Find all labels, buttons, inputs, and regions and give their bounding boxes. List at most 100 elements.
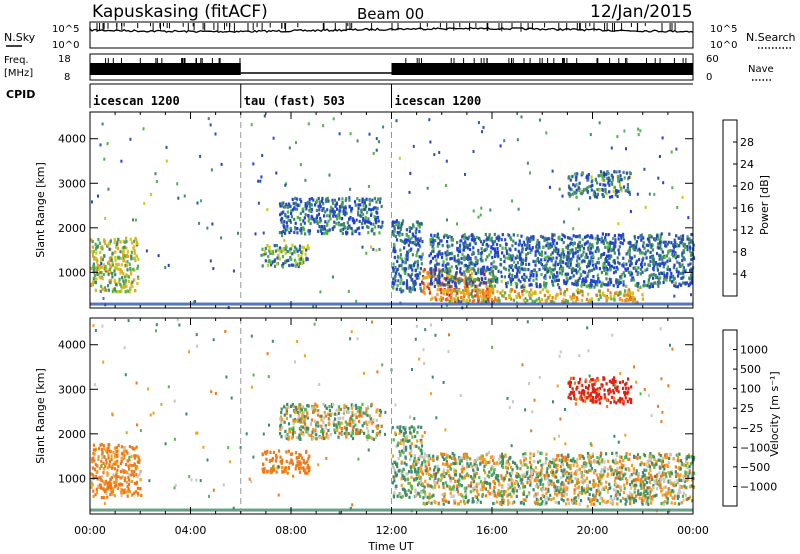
scatter-cell: [665, 244, 668, 248]
scatter-cell: [338, 216, 341, 220]
scatter-cell: [659, 254, 662, 258]
scatter-cell: [309, 422, 313, 427]
scatter-cell: [582, 481, 585, 485]
scatter-cell: [601, 232, 604, 236]
scatter-cell: [623, 293, 626, 298]
noise-cell: [530, 283, 533, 287]
scatter-cell: [268, 245, 271, 249]
scatter-cell: [109, 271, 112, 275]
scatter-cell: [391, 224, 394, 228]
scatter-cell: [115, 242, 118, 246]
scatter-cell: [413, 464, 416, 468]
scatter-cell: [515, 266, 518, 270]
scatter-cell: [591, 183, 594, 188]
scatter-cell: [456, 266, 459, 270]
scatter-cell: [400, 460, 403, 464]
scatter-cell: [580, 244, 584, 248]
scatter-cell: [109, 281, 112, 285]
scatter-cell: [535, 298, 538, 302]
scatter-cell: [605, 283, 608, 287]
scatter-cell: [482, 280, 486, 285]
scatter-cell: [686, 244, 689, 249]
scatter-cell: [618, 182, 622, 186]
scatter-cell: [539, 459, 542, 463]
scatter-cell: [409, 431, 412, 435]
scatter-cell: [397, 441, 400, 445]
scatter-cell: [121, 475, 124, 479]
scatter-cell: [445, 289, 448, 293]
scatter-cell: [262, 253, 265, 257]
scatter-cell: [369, 199, 372, 203]
scatter-cell: [296, 215, 299, 219]
scatter-cell: [106, 244, 109, 248]
scatter-cell: [557, 248, 560, 252]
noise-cell: [97, 194, 99, 198]
scatter-cell: [520, 234, 523, 238]
scatter-cell: [464, 288, 467, 292]
scatter-cell: [437, 485, 440, 489]
scatter-cell: [615, 189, 618, 193]
scatter-cell: [501, 498, 504, 502]
scatter-cell: [352, 425, 355, 429]
scatter-cell: [514, 281, 517, 286]
scatter-cell: [454, 479, 457, 483]
scatter-cell: [360, 429, 363, 433]
scatter-cell: [115, 245, 118, 249]
scatter-cell: [477, 498, 480, 502]
scatter-cell: [100, 256, 103, 260]
scatter-cell: [438, 272, 441, 277]
scatter-cell: [629, 273, 632, 277]
scatter-cell: [102, 444, 105, 448]
scatter-cell: [665, 456, 669, 460]
scatter-cell: [589, 463, 592, 467]
scatter-cell: [622, 271, 625, 275]
scatter-cell: [116, 247, 119, 251]
scatter-cell: [270, 261, 274, 265]
scatter-cell: [534, 250, 537, 254]
scatter-cell: [610, 241, 613, 245]
scatter-cell: [366, 210, 369, 215]
scatter-cell: [279, 427, 282, 431]
scatter-cell: [325, 432, 328, 436]
scatter-cell: [466, 284, 469, 288]
scatter-cell: [649, 234, 652, 238]
scatter-cell: [537, 296, 541, 301]
scatter-cell: [414, 240, 417, 244]
scatter-cell: [502, 266, 506, 270]
scatter-cell: [534, 260, 537, 264]
scatter-cell: [520, 259, 523, 264]
scatter-cell: [474, 284, 477, 288]
scatter-cell: [333, 198, 337, 202]
power-data: [90, 112, 696, 310]
scatter-cell: [586, 240, 589, 244]
scatter-cell: [559, 258, 562, 262]
scatter-cell: [296, 249, 299, 253]
scatter-cell: [579, 248, 582, 252]
scatter-cell: [362, 212, 365, 217]
scatter-cell: [458, 249, 461, 254]
scatter-cell: [104, 488, 107, 492]
scatter-cell: [291, 197, 294, 201]
scatter-cell: [275, 456, 278, 460]
scatter-cell: [298, 433, 301, 437]
scatter-cell: [400, 471, 403, 475]
scatter-cell: [351, 229, 354, 233]
scatter-cell: [637, 270, 640, 275]
scatter-cell: [320, 418, 323, 422]
scatter-cell: [292, 422, 295, 426]
scatter-cell: [586, 274, 589, 278]
scatter-cell: [124, 463, 128, 467]
scatter-cell: [378, 200, 381, 204]
scatter-cell: [619, 459, 622, 463]
scatter-cell: [404, 428, 407, 432]
scatter-cell: [610, 255, 613, 259]
scatter-cell: [466, 289, 469, 293]
scatter-cell: [524, 275, 527, 279]
scatter-cell: [418, 475, 421, 479]
scatter-cell: [640, 251, 643, 255]
scatter-cell: [308, 454, 311, 458]
scatter-cell: [634, 261, 638, 266]
noise-cell: [266, 208, 269, 212]
scatter-cell: [632, 244, 635, 248]
scatter-cell: [556, 271, 559, 275]
